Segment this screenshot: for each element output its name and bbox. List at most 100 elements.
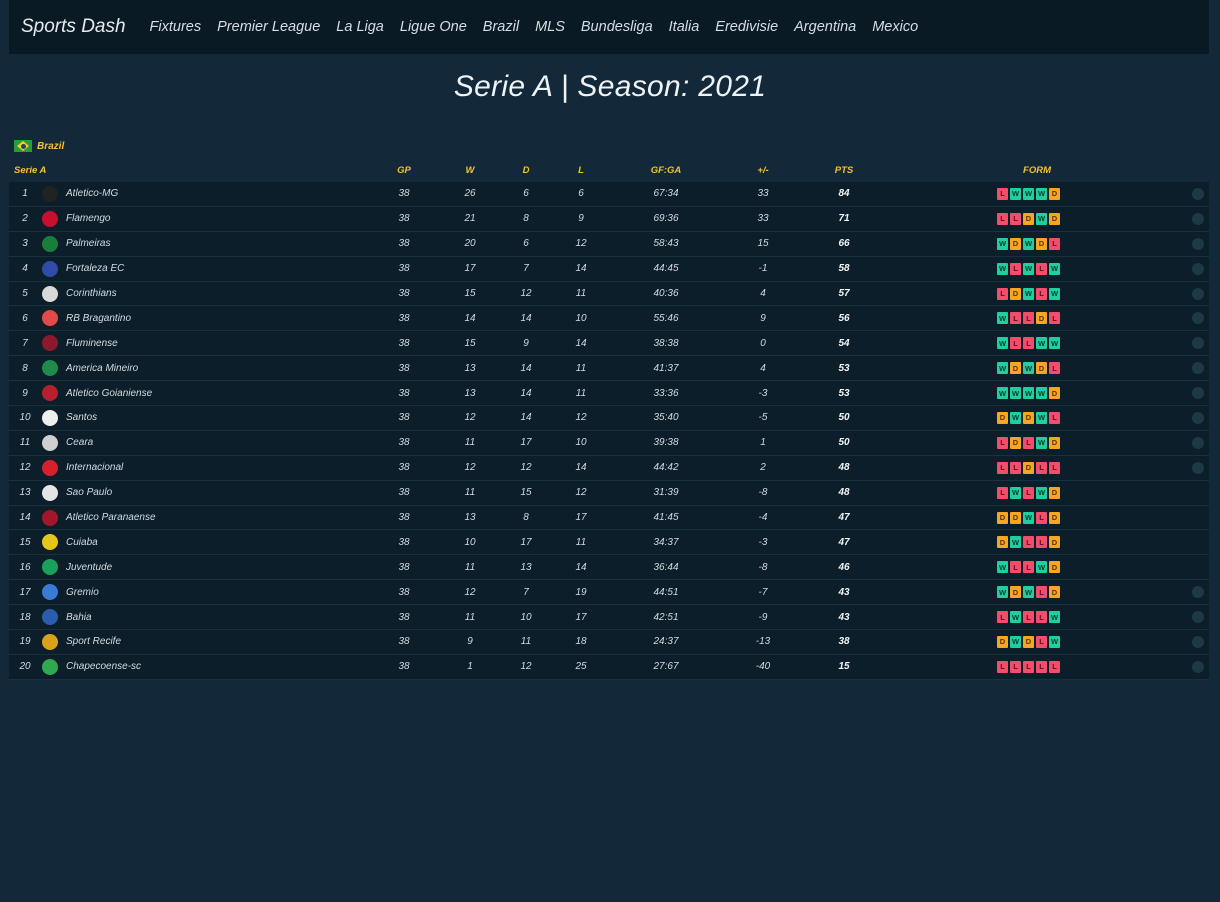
team-name[interactable]: Atletico Paranaense <box>66 512 156 524</box>
table-row[interactable]: 8 America Mineiro 38 13 14 11 41:37 4 53 W D W D L <box>9 356 1209 382</box>
table-row[interactable]: 3 Palmeiras 38 20 6 12 58:43 15 66 W D W D L <box>9 231 1209 257</box>
info-circle-icon[interactable] <box>1192 436 1204 449</box>
team-cell[interactable]: Atletico Goianiense <box>39 385 389 402</box>
team-cell[interactable]: Sao Paulo <box>39 484 389 501</box>
team-name[interactable]: Bahia <box>66 611 92 623</box>
table-row[interactable]: 9 Atletico Goianiense 38 13 14 11 33:36 -3 53 W W W… <box>9 381 1209 407</box>
info-circle-icon[interactable] <box>1192 586 1204 599</box>
info-circle-icon[interactable] <box>1192 387 1204 400</box>
nav-link-mls[interactable]: MLS <box>535 19 565 35</box>
info-circle-icon[interactable] <box>1192 312 1204 325</box>
nav-link-la-liga[interactable]: La Liga <box>336 19 384 35</box>
team-name[interactable]: Juventude <box>66 561 113 573</box>
team-cell[interactable]: Palmeiras <box>39 235 389 252</box>
team-cell[interactable]: Juventude <box>39 559 389 576</box>
table-row[interactable]: 2 Flamengo 38 21 8 9 69:36 33 71 L L D W D <box>9 206 1209 232</box>
table-row[interactable]: 20 Chapecoense-sc 38 1 12 25 27:67 -40 15 L L L L L <box>9 654 1209 680</box>
table-row[interactable]: 1 Atletico-MG 38 26 6 6 67:34 33 84 L W W W D <box>9 182 1209 207</box>
info-circle-icon[interactable] <box>1192 635 1204 648</box>
table-row[interactable]: 4 Fortaleza EC 38 17 7 14 44:45 -1 58 W L W L W <box>9 256 1209 282</box>
team-cell[interactable]: Ceara <box>39 434 389 451</box>
info-circle-icon[interactable] <box>1192 262 1204 275</box>
form-badge: W <box>1023 262 1034 275</box>
team-name[interactable]: Gremio <box>66 586 99 598</box>
team-cell[interactable]: Fortaleza EC <box>39 260 389 277</box>
table-row[interactable]: 17 Gremio 38 12 7 19 44:51 -7 43 W D W L D <box>9 580 1209 606</box>
brand-logo[interactable]: Sports Dash <box>21 16 126 37</box>
team-name[interactable]: Santos <box>66 412 98 424</box>
team-name[interactable]: Chapecoense-sc <box>66 661 142 673</box>
nav-link-fixtures[interactable]: Fixtures <box>149 19 202 35</box>
form-badge: L <box>997 461 1008 474</box>
table-row[interactable]: 5 Corinthians 38 15 12 11 40:36 4 57 L D W L W <box>9 281 1209 307</box>
team-cell[interactable]: Sport Recife <box>39 633 389 650</box>
position-cell: 13 <box>19 487 31 499</box>
team-name[interactable]: Internacional <box>66 462 124 474</box>
table-row[interactable]: 18 Bahia 38 11 10 17 42:51 -9 43 L W L L W <box>9 605 1209 631</box>
team-name[interactable]: Flamengo <box>66 213 111 225</box>
team-name[interactable]: Sport Recife <box>66 636 122 648</box>
table-row[interactable]: 16 Juventude 38 11 13 14 36:44 -8 46 W L L W D <box>9 555 1209 581</box>
table-row[interactable]: 7 Fluminense 38 15 9 14 38:38 0 54 W L L W W <box>9 331 1209 357</box>
team-name[interactable]: Corinthians <box>66 288 117 299</box>
team-name[interactable]: Fortaleza EC <box>66 263 125 275</box>
team-cell[interactable]: Fluminense <box>39 335 389 352</box>
team-crest-icon <box>42 360 58 377</box>
team-name[interactable]: Fluminense <box>66 337 118 349</box>
info-circle-icon[interactable] <box>1192 237 1204 250</box>
team-cell[interactable]: Chapecoense-sc <box>39 658 389 675</box>
form-badge: D <box>1049 187 1060 200</box>
team-cell[interactable]: Bahia <box>39 609 389 626</box>
table-row[interactable]: 14 Atletico Paranaense 38 13 8 17 41:45 -4 47 D D W… <box>9 505 1209 531</box>
info-circle-icon[interactable] <box>1192 187 1204 200</box>
info-circle-icon[interactable] <box>1192 461 1204 474</box>
team-name[interactable]: Atletico-MG <box>66 188 119 200</box>
team-cell[interactable]: Internacional <box>39 459 389 476</box>
team-cell[interactable]: Flamengo <box>39 210 389 227</box>
nav-link-italia[interactable]: Italia <box>668 19 700 35</box>
gp-cell: 38 <box>398 387 410 399</box>
info-circle-icon[interactable] <box>1192 212 1204 225</box>
table-row[interactable]: 19 Sport Recife 38 9 11 18 24:37 -13 38 D W D L W <box>9 630 1209 655</box>
gd-cell: -5 <box>758 412 768 424</box>
team-name[interactable]: Ceara <box>66 437 94 449</box>
nav-link-bundesliga[interactable]: Bundesliga <box>580 19 653 35</box>
gp-cell: 38 <box>398 238 410 250</box>
nav-link-premier-league[interactable]: Premier League <box>217 19 321 35</box>
form-badge: D <box>1023 411 1034 424</box>
team-cell[interactable]: Corinthians <box>39 285 389 302</box>
nav-link-eredivisie[interactable]: Eredivisie <box>715 19 779 35</box>
table-row[interactable]: 6 RB Bragantino 38 14 14 10 55:46 9 56 W L L D L <box>9 306 1209 332</box>
table-row[interactable]: 11 Ceara 38 11 17 10 39:38 1 50 L D L W D <box>9 430 1209 456</box>
info-circle-icon[interactable] <box>1192 287 1204 300</box>
team-name[interactable]: RB Bragantino <box>66 312 132 324</box>
team-cell[interactable]: Gremio <box>39 584 389 601</box>
team-name[interactable]: Sao Paulo <box>66 487 113 499</box>
nav-link-brazil[interactable]: Brazil <box>482 19 520 35</box>
table-row[interactable]: 12 Internacional 38 12 12 14 44:42 2 48 L L D L L <box>9 455 1209 481</box>
gd-cell: 33 <box>757 213 769 225</box>
team-name[interactable]: America Mineiro <box>66 362 139 374</box>
team-name[interactable]: Atletico Goianiense <box>66 387 153 399</box>
pts-cell: 66 <box>838 238 850 250</box>
team-cell[interactable]: Atletico-MG <box>39 185 389 202</box>
table-row[interactable]: 15 Cuiaba 38 10 17 11 34:37 -3 47 D W L L D <box>9 530 1209 556</box>
table-row[interactable]: 10 Santos 38 12 14 12 35:40 -5 50 D W D W L <box>9 406 1209 431</box>
team-cell[interactable]: Cuiaba <box>39 534 389 551</box>
gd-cell: -1 <box>758 263 768 275</box>
nav-link-mexico[interactable]: Mexico <box>872 19 919 35</box>
info-circle-icon[interactable] <box>1192 337 1204 350</box>
team-cell[interactable]: America Mineiro <box>39 360 389 377</box>
nav-link-argentina[interactable]: Argentina <box>794 19 857 35</box>
team-cell[interactable]: Atletico Paranaense <box>39 509 389 526</box>
team-cell[interactable]: RB Bragantino <box>39 310 389 327</box>
info-circle-icon[interactable] <box>1192 411 1204 424</box>
info-circle-icon[interactable] <box>1192 611 1204 624</box>
team-name[interactable]: Palmeiras <box>66 238 111 250</box>
table-row[interactable]: 13 Sao Paulo 38 11 15 12 31:39 -8 48 L W L W D <box>9 480 1209 506</box>
info-circle-icon[interactable] <box>1192 362 1204 375</box>
nav-link-ligue-one[interactable]: Ligue One <box>399 19 467 35</box>
info-circle-icon[interactable] <box>1192 660 1204 673</box>
team-name[interactable]: Cuiaba <box>66 536 98 548</box>
team-cell[interactable]: Santos <box>39 409 389 426</box>
